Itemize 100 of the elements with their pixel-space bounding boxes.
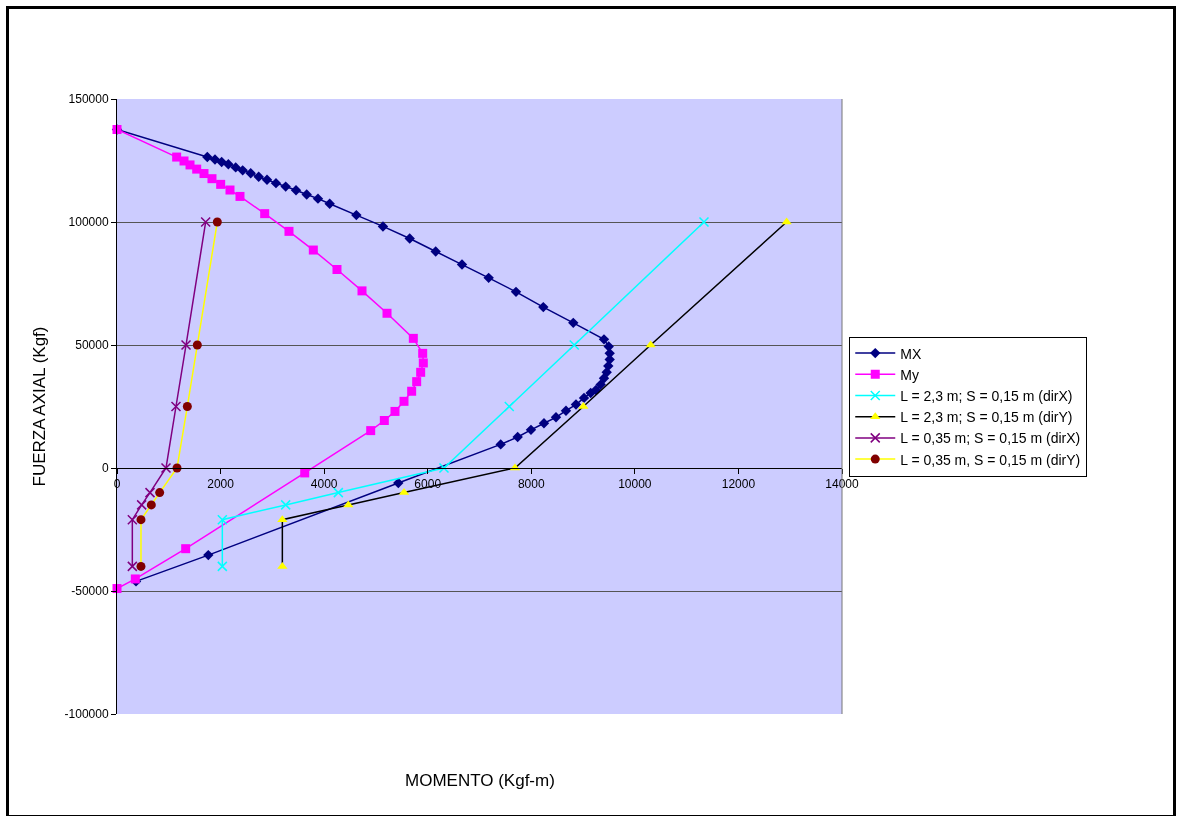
point	[200, 216, 211, 228]
point	[172, 152, 182, 162]
point	[312, 193, 324, 204]
point	[504, 401, 515, 412]
point	[277, 561, 288, 569]
point	[160, 462, 172, 474]
x-axis-title: MOMENTO (Kgf-m)	[405, 771, 555, 790]
x-tick-label: 4000	[310, 477, 338, 492]
point	[585, 387, 596, 399]
point	[207, 174, 217, 184]
point	[217, 514, 228, 525]
point	[280, 499, 291, 511]
point	[578, 392, 590, 404]
point	[181, 544, 191, 554]
legend-label: L = 2,3 m; S = 0,15 m (dirY)	[900, 409, 1073, 426]
point	[456, 259, 468, 270]
point	[408, 333, 418, 343]
point	[127, 514, 138, 525]
point	[418, 348, 428, 358]
point	[550, 412, 562, 423]
point	[525, 424, 537, 436]
y-tick-label: 100000	[68, 215, 109, 230]
y-tick-label: 150000	[68, 92, 109, 107]
point	[570, 399, 582, 410]
point	[510, 286, 522, 298]
point	[430, 246, 441, 257]
point	[280, 181, 291, 192]
y-tick-label: 50000	[75, 338, 109, 353]
point	[512, 431, 523, 443]
point	[180, 339, 192, 351]
point	[404, 233, 415, 244]
point	[212, 217, 222, 227]
point	[598, 334, 610, 345]
point	[438, 462, 450, 474]
point	[399, 396, 409, 406]
point	[324, 198, 335, 209]
point	[412, 377, 422, 387]
point	[357, 286, 367, 296]
point	[217, 561, 228, 572]
point	[416, 367, 426, 377]
point	[332, 264, 342, 274]
point	[308, 245, 318, 255]
point	[245, 168, 256, 179]
point	[260, 209, 270, 219]
point	[560, 405, 572, 416]
point	[237, 165, 248, 176]
legend-label: MX	[900, 345, 922, 362]
point	[144, 487, 156, 498]
x-tick-label: 2000	[207, 477, 235, 492]
point	[351, 209, 362, 221]
point	[136, 561, 146, 571]
point	[483, 272, 494, 284]
point	[495, 439, 506, 450]
point	[366, 426, 376, 436]
y-axis-title: FUERZA AXIAL (Kgf)	[30, 326, 50, 487]
point	[136, 515, 146, 525]
point	[127, 561, 138, 572]
point	[192, 340, 202, 350]
point	[343, 500, 354, 508]
point	[199, 169, 209, 179]
point	[253, 171, 264, 182]
y-tick-label: -50000	[71, 584, 109, 599]
legend-label: L = 0,35 m; S = 0,15 m (dirX)	[900, 430, 1081, 447]
point	[538, 301, 549, 313]
point	[202, 151, 213, 163]
x-tick-label: 12000	[721, 477, 756, 492]
point	[377, 221, 389, 232]
point	[225, 185, 235, 195]
x-tick-label: 14000	[825, 477, 860, 492]
point	[230, 162, 241, 173]
point	[203, 549, 214, 561]
point	[301, 189, 312, 200]
y-tick-label: -100000	[64, 707, 109, 722]
point	[390, 406, 400, 416]
point	[223, 158, 234, 170]
point	[192, 164, 202, 174]
point	[235, 191, 245, 201]
point	[698, 216, 710, 228]
x-tick-label: 8000	[517, 477, 545, 492]
point	[538, 418, 550, 429]
point	[216, 179, 226, 189]
point	[382, 308, 392, 318]
point	[270, 177, 282, 189]
point	[598, 373, 610, 384]
point	[379, 416, 389, 426]
point	[290, 185, 302, 196]
y-tick-label: 0	[101, 461, 109, 476]
point	[333, 487, 344, 498]
point	[261, 174, 273, 185]
point	[182, 402, 192, 411]
point	[569, 339, 580, 351]
point	[407, 386, 417, 396]
x-tick-label: 10000	[618, 477, 652, 492]
point	[146, 500, 156, 510]
legend-label: L = 0,35 m, S = 0,15 m (dirY)	[900, 451, 1081, 468]
point	[155, 488, 165, 498]
point	[418, 358, 428, 368]
legend-label: My	[900, 366, 919, 383]
point	[170, 401, 182, 412]
point	[284, 226, 294, 236]
